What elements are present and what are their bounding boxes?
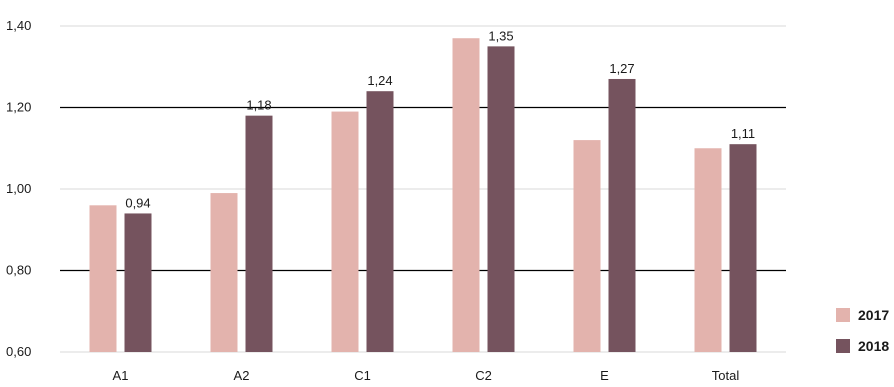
x-tick-label: A1 — [113, 368, 129, 383]
gridlines — [60, 25, 786, 353]
bar-2017-A1 — [89, 205, 117, 352]
data-label-2018-A1: 0,94 — [125, 195, 150, 210]
x-tick-label: C2 — [475, 368, 492, 383]
bar-2018-C1 — [366, 91, 394, 352]
data-labels: 0,94 1,18 1,24 1,35 1,27 1,11 — [125, 28, 755, 210]
y-tick-label: 1,40 — [6, 18, 31, 33]
legend-swatch-2017 — [836, 308, 850, 322]
bars — [89, 38, 757, 353]
legend-swatch-2018 — [836, 339, 850, 353]
bar-2017-E — [573, 140, 601, 352]
bar-2017-C1 — [331, 111, 359, 352]
bar-2017-Total — [694, 148, 722, 352]
data-label-2018-C2: 1,35 — [488, 28, 513, 43]
y-axis-ticks: 0,60 0,80 1,00 1,20 1,40 — [6, 18, 31, 359]
legend-label-2018: 2018 — [858, 338, 889, 354]
y-tick-label: 0,80 — [6, 263, 31, 278]
bar-2018-A1 — [124, 213, 152, 352]
data-label-2018-Total: 1,11 — [731, 126, 755, 141]
y-tick-label: 1,00 — [6, 181, 31, 196]
y-tick-label: 1,20 — [6, 100, 31, 115]
bar-2018-A2 — [245, 115, 273, 353]
bar-2018-C2 — [487, 46, 515, 352]
x-tick-label: C1 — [354, 368, 371, 383]
x-axis-ticks: A1 A2 C1 C2 E Total — [113, 368, 740, 383]
data-label-2018-C1: 1,24 — [367, 73, 392, 88]
y-tick-label: 0,60 — [6, 344, 31, 359]
bar-2017-A2 — [210, 193, 238, 352]
legend-label-2017: 2017 — [858, 307, 889, 323]
bar-2018-Total — [729, 144, 757, 352]
x-tick-label: Total — [712, 368, 740, 383]
data-label-2018-E: 1,27 — [609, 61, 634, 76]
legend: 2017 2018 — [836, 307, 889, 354]
bar-2018-E — [608, 78, 636, 352]
data-label-2018-A2: 1,18 — [246, 98, 271, 113]
x-tick-label: E — [600, 368, 609, 383]
x-tick-label: A2 — [234, 368, 250, 383]
bar-2017-C2 — [452, 38, 480, 352]
